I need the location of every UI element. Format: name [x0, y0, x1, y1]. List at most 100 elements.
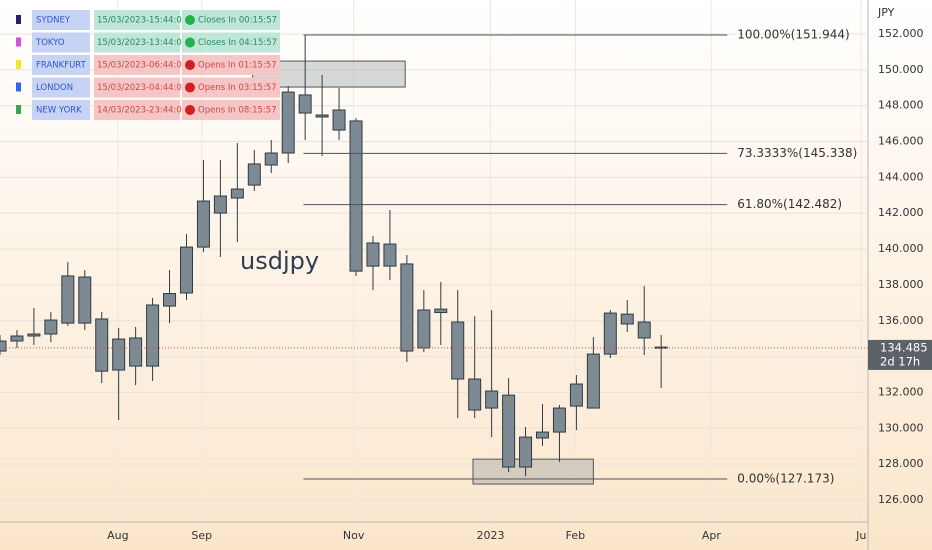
- session-time: 15/03/2023-13:44:03: [97, 38, 187, 48]
- candle-body: [468, 378, 482, 411]
- session-status-cell: [182, 77, 280, 98]
- session-status: Opens In 08:15:57: [198, 106, 277, 116]
- session-name: NEW YORK: [36, 106, 82, 116]
- y-tick-label: 132.000: [878, 385, 924, 398]
- x-tick-label: Nov: [343, 529, 365, 542]
- session-name: TOKYO: [35, 38, 65, 48]
- session-time-cell: [94, 77, 180, 98]
- y-tick-label: 136.000: [878, 314, 924, 327]
- session-color: [16, 60, 21, 69]
- candle-body: [620, 313, 634, 325]
- candle-body: [196, 200, 210, 248]
- session-color: [16, 105, 21, 114]
- candle-body: [61, 275, 75, 324]
- y-axis-title: JPY: [877, 6, 895, 19]
- session-status-cell: [182, 32, 280, 53]
- candle-body: [27, 333, 41, 337]
- candle-body: [502, 394, 516, 468]
- candle-body: [654, 346, 668, 349]
- candle-body: [552, 407, 566, 433]
- candle-body: [44, 319, 58, 335]
- status-dot: [185, 82, 195, 93]
- candle-body: [129, 337, 143, 367]
- y-tick-label: 152.000: [878, 27, 924, 40]
- session-status-cell: [182, 55, 280, 75]
- session-time: 15/03/2023-04:44:03: [97, 83, 187, 93]
- plot-area: Aug Sep Nov 2023 Feb Apr Ju 100.00%(151.944) 73.…: [0, 0, 868, 542]
- candle-body: [298, 94, 312, 114]
- zone: [472, 458, 594, 485]
- candle-body: [247, 163, 261, 186]
- status-dot: [185, 60, 195, 70]
- candle-body: [417, 309, 431, 349]
- candle-body: [603, 312, 617, 355]
- session-color: [16, 15, 21, 24]
- candle-body: [10, 335, 24, 342]
- session-name-cell: [32, 77, 90, 98]
- session-time-cell: [94, 55, 180, 75]
- session-color: [16, 37, 21, 47]
- candle-body: [519, 436, 533, 468]
- y-tick-label: 128.000: [878, 457, 924, 470]
- candle-body: [400, 263, 414, 352]
- session-time-cell: [94, 10, 180, 30]
- candle-body: [78, 276, 92, 324]
- candle-body: [569, 383, 583, 407]
- y-tick-label: 146.000: [878, 135, 924, 148]
- candle-body: [485, 390, 499, 409]
- session-table: SYDNEY 15/03/2023-15:44:03 Closes In 00:15…: [16, 10, 280, 120]
- x-tick-label: Ju: [855, 529, 866, 542]
- x-tick-label: Feb: [566, 529, 585, 542]
- countdown: 2d 17h: [880, 354, 920, 368]
- x-tick-label: Aug: [107, 529, 128, 542]
- status-dot: [185, 105, 195, 115]
- session-color: [16, 82, 21, 92]
- fib-label: 73.3333%(145.338): [737, 146, 857, 160]
- x-tick-label: Sep: [191, 529, 212, 542]
- candle-body: [281, 91, 295, 154]
- y-tick-label: 126.000: [878, 493, 924, 506]
- session-status: Closes In 04:15:57: [198, 38, 277, 48]
- candle-body: [637, 321, 651, 339]
- session-time-cell: [94, 32, 180, 53]
- last-price: 134.485: [880, 340, 928, 354]
- y-tick-label: 140.000: [878, 242, 924, 255]
- candle-body: [332, 109, 346, 131]
- price-label-box: [868, 339, 932, 370]
- session-name-cell: [32, 100, 90, 120]
- session-status-cell: [182, 100, 280, 120]
- status-dot: [185, 37, 195, 48]
- candle-body: [213, 195, 227, 214]
- watermark: usdjpy: [240, 247, 319, 275]
- candle-body: [95, 318, 109, 372]
- y-tick-label: 144.000: [878, 170, 924, 183]
- session-name: SYDNEY: [36, 16, 71, 26]
- candle-body: [315, 114, 329, 118]
- y-tick-label: 148.000: [878, 99, 924, 112]
- session-name: LONDON: [36, 83, 73, 93]
- candle-body: [146, 304, 160, 367]
- candle-body: [179, 246, 193, 294]
- session-time-cell: [94, 100, 180, 120]
- candle-body: [230, 188, 244, 199]
- session-status: Closes In 00:15:57: [198, 16, 277, 26]
- session-name-cell: [32, 55, 90, 75]
- candle-body: [349, 120, 363, 272]
- y-tick-label: 138.000: [878, 278, 924, 291]
- session-time: 14/03/2023-23:44:03: [97, 106, 187, 116]
- status-dot: [185, 15, 195, 25]
- y-tick-label: 142.000: [878, 206, 924, 219]
- candle-body: [586, 353, 600, 409]
- candle-body: [264, 152, 278, 166]
- candle-body: [366, 242, 380, 267]
- session-status-cell: [182, 10, 280, 30]
- y-tick-label: 130.000: [878, 421, 924, 434]
- session-time: 15/03/2023-15:44:03: [97, 16, 187, 26]
- session-status: Opens In 01:15:57: [198, 61, 277, 71]
- x-tick-label: Apr: [702, 529, 722, 542]
- candle-body: [536, 431, 549, 439]
- session-name: FRANKFURT: [36, 61, 87, 71]
- fib-label: 61.80%(142.482): [737, 197, 842, 211]
- candle-body: [0, 340, 7, 352]
